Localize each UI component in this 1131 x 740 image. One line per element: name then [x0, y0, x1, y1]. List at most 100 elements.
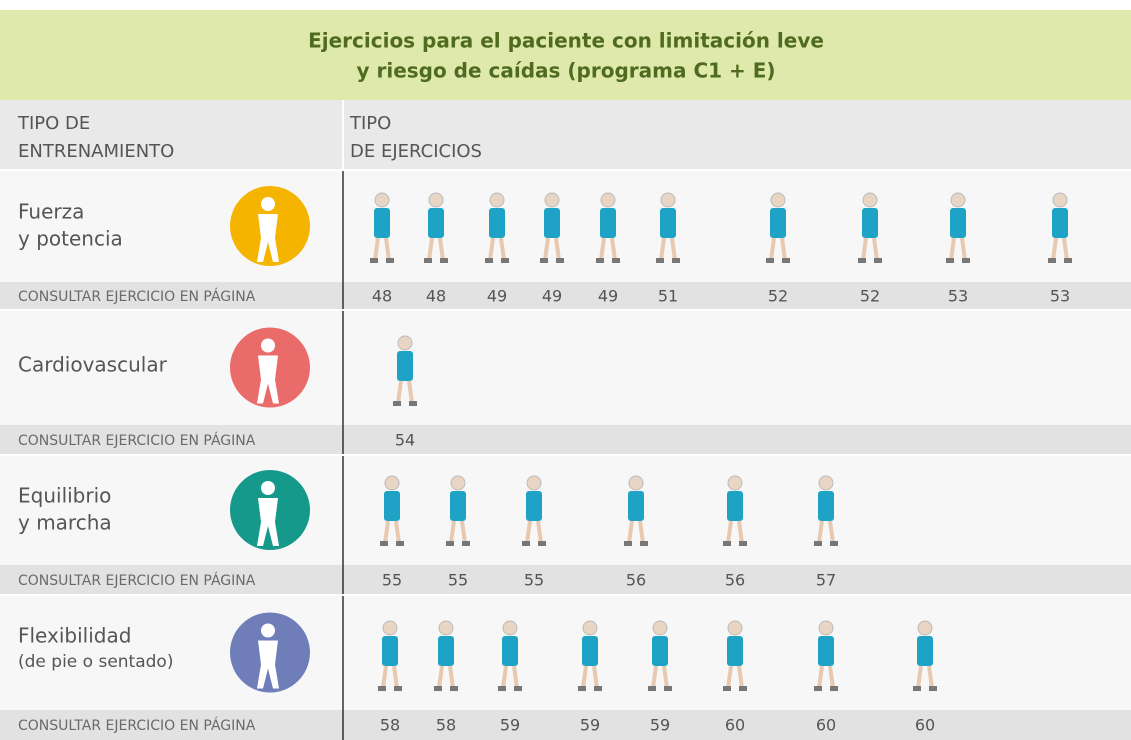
- figure-shoe: [612, 258, 620, 263]
- training-name: Cardiovascular: [18, 353, 168, 377]
- header-band: [0, 100, 1131, 170]
- figure-leg: [437, 665, 444, 689]
- figure-leg: [392, 665, 399, 689]
- figure-leg: [448, 665, 455, 689]
- figure-body: [917, 636, 933, 666]
- figure-body: [600, 208, 616, 238]
- figure-head: [582, 620, 598, 636]
- training-name: Flexibilidad: [18, 624, 131, 648]
- page-number: 56: [725, 571, 745, 590]
- figure-shoe: [1064, 258, 1072, 263]
- figure-body: [652, 636, 668, 666]
- icon-figure: [257, 640, 279, 689]
- figure-shoe: [380, 541, 388, 546]
- figure-leg: [638, 520, 645, 544]
- figure-leg: [737, 665, 744, 689]
- figure-body: [382, 636, 398, 666]
- figure-body: [397, 351, 413, 381]
- page-number: 57: [816, 571, 836, 590]
- figure-shoe: [624, 541, 632, 546]
- figure-head: [544, 192, 560, 208]
- figure-leg: [610, 237, 617, 261]
- figure-shoe: [739, 541, 747, 546]
- figure-leg: [726, 665, 733, 689]
- figure-body: [727, 491, 743, 521]
- figure-shoe: [962, 258, 970, 263]
- figure-head: [950, 192, 966, 208]
- figure-head: [384, 475, 400, 491]
- figure-shoe: [556, 258, 564, 263]
- figure-body: [950, 208, 966, 238]
- title-line: Ejercicios para el paciente con limitaci…: [308, 29, 824, 53]
- figure-shoe: [656, 258, 664, 263]
- page-number: 48: [426, 287, 446, 306]
- figure-leg: [407, 380, 414, 404]
- figure-leg: [737, 520, 744, 544]
- icon-head: [261, 338, 275, 353]
- figure-leg: [543, 237, 550, 261]
- page-number: 58: [436, 716, 456, 735]
- figure-leg: [817, 520, 824, 544]
- figure-head: [502, 620, 518, 636]
- figure-shoe: [830, 686, 838, 691]
- figure-body: [428, 208, 444, 238]
- figure-leg: [384, 237, 391, 261]
- page-row: [0, 425, 1131, 455]
- figure-shoe: [514, 686, 522, 691]
- figure-leg: [769, 237, 776, 261]
- icon-head: [261, 197, 275, 211]
- figure-body: [450, 491, 466, 521]
- figure-shoe: [498, 686, 506, 691]
- figure-shoe: [766, 258, 774, 263]
- page-number: 60: [915, 716, 935, 735]
- figure-shoe: [440, 258, 448, 263]
- figure-leg: [828, 520, 835, 544]
- figure-head: [1052, 192, 1068, 208]
- figure-shoe: [446, 541, 454, 546]
- page-number: 60: [816, 716, 836, 735]
- page-number: 53: [1050, 287, 1070, 306]
- figure-leg: [438, 237, 445, 261]
- header-text: DE EJERCICIOS: [350, 141, 482, 162]
- training-name: Fuerza: [18, 200, 84, 224]
- icon-figure: [257, 498, 279, 546]
- figure-leg: [670, 237, 677, 261]
- figure-head: [438, 620, 454, 636]
- icon-figure: [257, 214, 279, 262]
- figure-head: [450, 475, 466, 491]
- figure-body: [544, 208, 560, 238]
- figure-shoe: [393, 401, 401, 406]
- figure-shoe: [378, 686, 386, 691]
- figure-leg: [662, 665, 669, 689]
- figure-body: [526, 491, 542, 521]
- figure-head: [818, 620, 834, 636]
- figure-leg: [1051, 237, 1058, 261]
- page-number: 56: [626, 571, 646, 590]
- figure-shoe: [538, 541, 546, 546]
- figure-shoe: [874, 258, 882, 263]
- figure-shoe: [485, 258, 493, 263]
- figure-shoe: [540, 258, 548, 263]
- figure-shoe: [522, 541, 530, 546]
- figure-body: [384, 491, 400, 521]
- icon-figure: [257, 355, 279, 404]
- figure-leg: [501, 665, 508, 689]
- figure-body: [1052, 208, 1068, 238]
- page-row: [0, 710, 1131, 740]
- page-number: 48: [372, 287, 392, 306]
- figure-head: [652, 620, 668, 636]
- figure-leg: [659, 237, 666, 261]
- image-row: [0, 170, 1131, 282]
- figure-leg: [916, 665, 923, 689]
- figure-leg: [525, 520, 532, 544]
- figure-shoe: [1048, 258, 1056, 263]
- figure-shoe: [814, 686, 822, 691]
- figure-head: [382, 620, 398, 636]
- figure-head: [489, 192, 505, 208]
- page-number: 59: [580, 716, 600, 735]
- figure-leg: [651, 665, 658, 689]
- image-row: [0, 310, 1131, 425]
- figure-leg: [949, 237, 956, 261]
- page-row: [0, 565, 1131, 595]
